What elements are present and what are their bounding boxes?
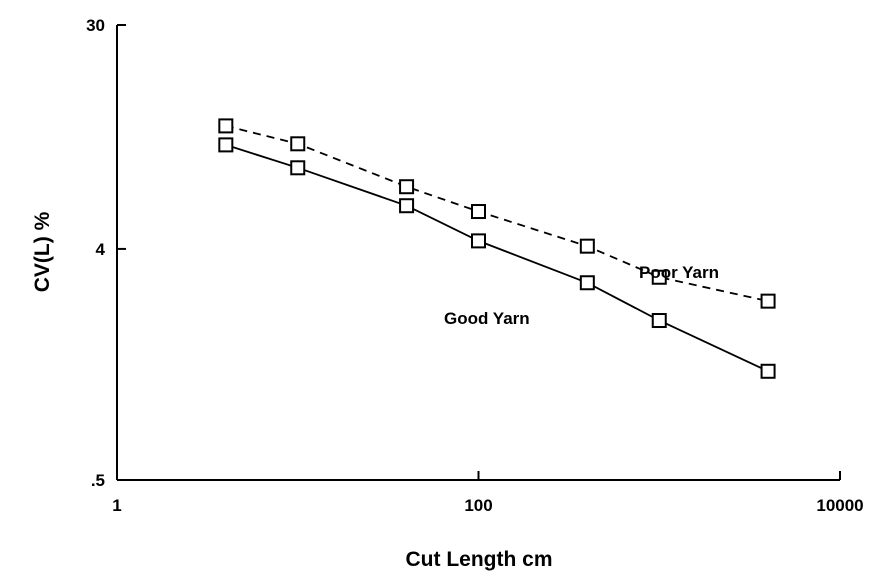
data-point-good-yarn xyxy=(579,275,595,291)
data-point-good-yarn xyxy=(760,363,776,379)
annotation-poor-yarn: Poor Yarn xyxy=(639,263,719,282)
y-tick-label: 30 xyxy=(86,16,105,35)
annotation-good-yarn: Good Yarn xyxy=(444,309,530,328)
data-point-good-yarn xyxy=(290,160,306,176)
data-point-poor-yarn xyxy=(579,238,595,254)
x-tick-label: 100 xyxy=(464,496,492,515)
x-tick-label: 1 xyxy=(112,496,121,515)
x-tick-label: 10000 xyxy=(816,496,863,515)
data-point-good-yarn xyxy=(218,137,234,153)
data-point-poor-yarn xyxy=(218,118,234,134)
data-point-poor-yarn xyxy=(399,179,415,195)
axis-ticks: 1 100 10000 .5 4 30 xyxy=(86,16,864,515)
y-tick-label: 4 xyxy=(96,240,106,259)
data-point-poor-yarn xyxy=(760,293,776,309)
data-point-good-yarn xyxy=(471,233,486,249)
data-point-poor-yarn xyxy=(471,204,486,220)
data-point-good-yarn xyxy=(399,198,415,214)
data-point-good-yarn xyxy=(651,313,667,329)
y-tick-label: .5 xyxy=(91,471,105,490)
data-point-poor-yarn xyxy=(290,136,306,152)
annotations: Poor Yarn Good Yarn xyxy=(444,263,719,328)
data-point-poor-yarn xyxy=(651,269,667,285)
series-lines xyxy=(225,125,769,373)
axes xyxy=(116,25,840,481)
series-markers xyxy=(218,118,776,379)
series-line-good-yarn xyxy=(225,144,769,373)
y-axis-title: CV(L) % xyxy=(31,211,54,292)
x-axis-title: Cut Length cm xyxy=(406,548,553,571)
